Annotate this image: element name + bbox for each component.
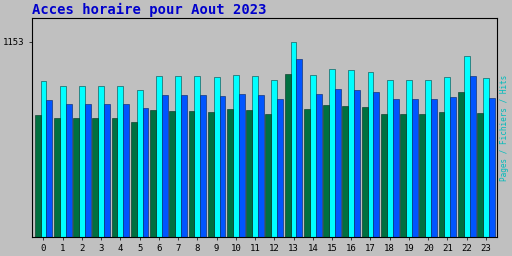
Bar xyxy=(335,89,341,237)
Bar xyxy=(444,77,451,237)
Bar xyxy=(291,41,296,237)
Bar xyxy=(348,70,354,237)
Bar xyxy=(329,69,335,237)
Bar xyxy=(439,112,444,237)
Bar xyxy=(252,76,258,237)
Bar xyxy=(60,86,66,237)
Bar xyxy=(181,95,187,237)
Bar xyxy=(412,99,418,237)
Bar xyxy=(35,115,40,237)
Bar xyxy=(323,105,329,237)
Bar xyxy=(451,97,456,237)
Bar xyxy=(137,90,142,237)
Bar xyxy=(361,108,368,237)
Bar xyxy=(477,113,483,237)
Y-axis label: Pages / Fichiers / Hits: Pages / Fichiers / Hits xyxy=(500,74,509,180)
Bar xyxy=(296,59,303,237)
Bar xyxy=(40,81,47,237)
Bar xyxy=(85,104,91,237)
Bar xyxy=(354,90,360,237)
Bar xyxy=(483,78,489,237)
Bar xyxy=(278,99,283,237)
Bar xyxy=(200,95,206,237)
Bar xyxy=(458,92,464,237)
Text: Acces horaire pour Aout 2023: Acces horaire pour Aout 2023 xyxy=(32,3,266,17)
Bar xyxy=(169,111,175,237)
Bar xyxy=(156,76,162,237)
Bar xyxy=(47,100,52,237)
Bar xyxy=(470,76,476,237)
Bar xyxy=(393,99,398,237)
Bar xyxy=(368,72,373,237)
Bar xyxy=(233,74,239,237)
Bar xyxy=(162,95,168,237)
Bar xyxy=(265,114,271,237)
Bar xyxy=(79,86,85,237)
Bar xyxy=(112,118,117,237)
Bar xyxy=(131,122,137,237)
Bar xyxy=(431,99,437,237)
Bar xyxy=(227,109,233,237)
Bar xyxy=(246,110,252,237)
Bar xyxy=(208,112,214,237)
Bar xyxy=(387,80,393,237)
Bar xyxy=(464,56,470,237)
Bar xyxy=(98,86,104,237)
Bar xyxy=(425,80,431,237)
Bar xyxy=(316,94,322,237)
Bar xyxy=(406,80,412,237)
Bar xyxy=(310,74,316,237)
Bar xyxy=(188,111,195,237)
Bar xyxy=(175,76,181,237)
Bar xyxy=(150,110,156,237)
Bar xyxy=(117,86,123,237)
Bar xyxy=(104,104,110,237)
Bar xyxy=(66,104,72,237)
Bar xyxy=(343,106,348,237)
Bar xyxy=(220,97,225,237)
Bar xyxy=(92,118,98,237)
Bar xyxy=(304,109,310,237)
Bar xyxy=(419,114,425,237)
Bar xyxy=(214,77,220,237)
Bar xyxy=(271,80,278,237)
Bar xyxy=(239,94,245,237)
Bar xyxy=(285,74,291,237)
Bar xyxy=(54,119,60,237)
Bar xyxy=(381,114,387,237)
Bar xyxy=(489,98,495,237)
Bar xyxy=(142,108,148,237)
Bar xyxy=(400,114,406,237)
Bar xyxy=(373,92,379,237)
Bar xyxy=(258,95,264,237)
Bar xyxy=(123,104,129,237)
Bar xyxy=(73,118,79,237)
Bar xyxy=(195,76,200,237)
